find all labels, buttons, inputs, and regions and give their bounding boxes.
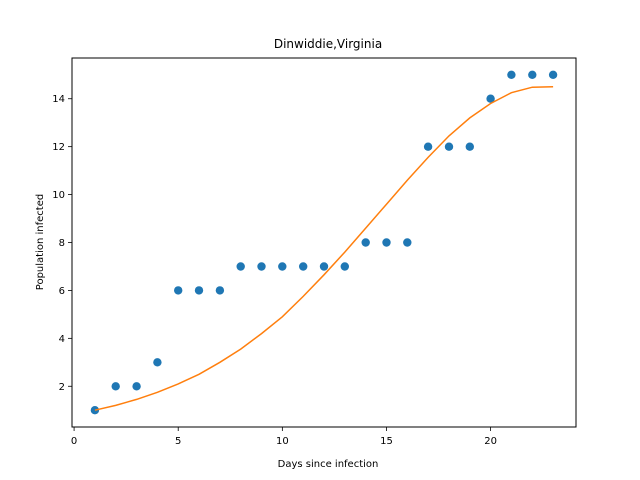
axes-frame xyxy=(71,57,577,428)
x-tick-label: 20 xyxy=(484,436,497,447)
data-point xyxy=(382,238,391,247)
y-axis-label: Population infected xyxy=(35,194,46,290)
y-tick-label: 4 xyxy=(59,334,65,345)
data-point xyxy=(278,262,287,271)
data-point xyxy=(194,286,204,295)
data-point xyxy=(174,286,183,295)
data-point xyxy=(236,262,245,271)
data-point xyxy=(153,358,162,367)
y-tick-label: 12 xyxy=(52,142,65,153)
x-axis-label: Days since infection xyxy=(278,459,379,470)
data-point xyxy=(465,142,474,151)
data-point xyxy=(507,70,516,80)
x-tick-label: 10 xyxy=(276,436,289,447)
data-point xyxy=(528,70,537,80)
plot-area xyxy=(90,70,558,415)
data-point xyxy=(299,262,308,271)
data-point xyxy=(486,94,495,103)
data-point xyxy=(215,286,225,295)
data-point xyxy=(111,382,120,391)
x-axis: 0 5 10 15 20 xyxy=(71,427,497,447)
y-tick-label: 6 xyxy=(59,286,65,297)
data-point xyxy=(444,142,454,151)
y-axis: 2 4 6 8 10 12 14 xyxy=(52,94,72,393)
fit-line xyxy=(94,86,554,411)
x-tick-label: 0 xyxy=(71,436,77,447)
data-point xyxy=(403,238,412,247)
data-point xyxy=(548,70,558,80)
data-point xyxy=(340,262,349,271)
data-point xyxy=(319,262,329,271)
data-point xyxy=(361,238,370,247)
chart-title: Dinwiddie,Virginia xyxy=(274,37,382,51)
x-tick-label: 5 xyxy=(175,436,181,447)
y-tick-label: 2 xyxy=(59,382,65,393)
x-tick-label: 15 xyxy=(380,436,393,447)
y-tick-label: 8 xyxy=(59,238,65,249)
data-point xyxy=(423,142,433,151)
y-tick-label: 10 xyxy=(52,190,65,201)
data-point xyxy=(132,382,141,391)
y-tick-label: 14 xyxy=(52,94,65,105)
data-point xyxy=(257,262,266,271)
